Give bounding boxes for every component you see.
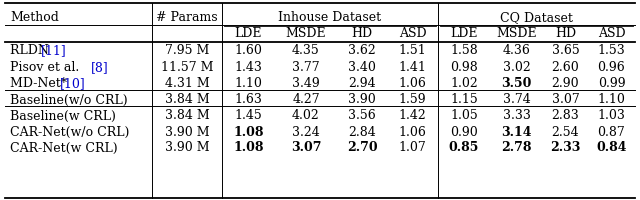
Text: MSDE: MSDE [285,27,326,40]
Text: 3.50: 3.50 [501,77,532,90]
Text: 1.03: 1.03 [598,109,625,122]
Text: Baseline(w CRL): Baseline(w CRL) [10,109,116,122]
Text: 11.57 M: 11.57 M [161,61,213,74]
Text: HD: HD [555,27,576,40]
Text: MD-Net*: MD-Net* [10,77,71,90]
Text: 2.78: 2.78 [501,141,532,154]
Text: Method: Method [10,11,59,24]
Text: MSDE: MSDE [496,27,537,40]
Text: 3.56: 3.56 [348,109,376,122]
Text: 3.24: 3.24 [292,125,320,138]
Text: 3.14: 3.14 [501,125,532,138]
Text: 1.05: 1.05 [450,109,478,122]
Text: [11]: [11] [41,44,67,57]
Text: 1.45: 1.45 [235,109,262,122]
Text: HD: HD [351,27,372,40]
Text: 0.96: 0.96 [598,61,625,74]
Text: Inhouse Dataset: Inhouse Dataset [278,11,381,24]
Text: 3.84 M: 3.84 M [164,109,209,122]
Text: 1.59: 1.59 [399,93,426,106]
Text: 4.02: 4.02 [292,109,320,122]
Text: 1.41: 1.41 [399,61,426,74]
Text: 0.99: 0.99 [598,77,625,90]
Text: 3.84 M: 3.84 M [164,93,209,106]
Text: [8]: [8] [91,61,108,74]
Text: 2.83: 2.83 [552,109,579,122]
Text: 1.58: 1.58 [450,44,478,57]
Text: CAR-Net(w CRL): CAR-Net(w CRL) [10,141,118,154]
Text: 1.10: 1.10 [235,77,262,90]
Text: ASD: ASD [399,27,426,40]
Text: 1.02: 1.02 [450,77,478,90]
Text: 0.98: 0.98 [450,61,478,74]
Text: 2.33: 2.33 [550,141,580,154]
Text: 1.07: 1.07 [399,141,426,154]
Text: 1.43: 1.43 [235,61,262,74]
Text: # Params: # Params [156,11,218,24]
Text: 2.90: 2.90 [552,77,579,90]
Text: 3.07: 3.07 [552,93,579,106]
Text: 7.95 M: 7.95 M [165,44,209,57]
Text: 4.35: 4.35 [292,44,320,57]
Text: LDE: LDE [451,27,477,40]
Text: 1.51: 1.51 [399,44,426,57]
Text: 3.90 M: 3.90 M [164,141,209,154]
Text: 2.54: 2.54 [552,125,579,138]
Text: Pisov et al.: Pisov et al. [10,61,83,74]
Text: 1.08: 1.08 [233,141,264,154]
Text: 2.60: 2.60 [552,61,579,74]
Text: 3.33: 3.33 [502,109,531,122]
Text: 4.31 M: 4.31 M [164,77,209,90]
Text: 1.06: 1.06 [399,77,426,90]
Text: 1.10: 1.10 [598,93,625,106]
Text: 0.85: 0.85 [449,141,479,154]
Text: 1.63: 1.63 [235,93,262,106]
Text: 1.08: 1.08 [233,125,264,138]
Text: 1.53: 1.53 [598,44,625,57]
Text: 1.60: 1.60 [235,44,262,57]
Text: 4.36: 4.36 [502,44,531,57]
Text: 3.74: 3.74 [502,93,531,106]
Text: 3.07: 3.07 [291,141,321,154]
Text: RLDN: RLDN [10,44,53,57]
Text: LDE: LDE [235,27,262,40]
Text: 0.87: 0.87 [598,125,625,138]
Text: 0.84: 0.84 [596,141,627,154]
Text: 3.40: 3.40 [348,61,376,74]
Text: ASD: ASD [598,27,625,40]
Text: 3.90 M: 3.90 M [164,125,209,138]
Text: 3.90: 3.90 [348,93,376,106]
Text: 2.84: 2.84 [348,125,376,138]
Text: 4.27: 4.27 [292,93,320,106]
Text: 1.06: 1.06 [399,125,426,138]
Text: CAR-Net(w/o CRL): CAR-Net(w/o CRL) [10,125,129,138]
Text: 3.02: 3.02 [502,61,531,74]
Text: 3.65: 3.65 [552,44,579,57]
Text: 2.94: 2.94 [348,77,376,90]
Text: 2.70: 2.70 [347,141,378,154]
Text: 3.49: 3.49 [292,77,320,90]
Text: 0.90: 0.90 [450,125,478,138]
Text: Baseline(w/o CRL): Baseline(w/o CRL) [10,93,127,106]
Text: [10]: [10] [60,77,85,90]
Text: 1.42: 1.42 [399,109,426,122]
Text: 3.77: 3.77 [292,61,320,74]
Text: 3.62: 3.62 [348,44,376,57]
Text: 1.15: 1.15 [450,93,478,106]
Text: CQ Dataset: CQ Dataset [500,11,573,24]
